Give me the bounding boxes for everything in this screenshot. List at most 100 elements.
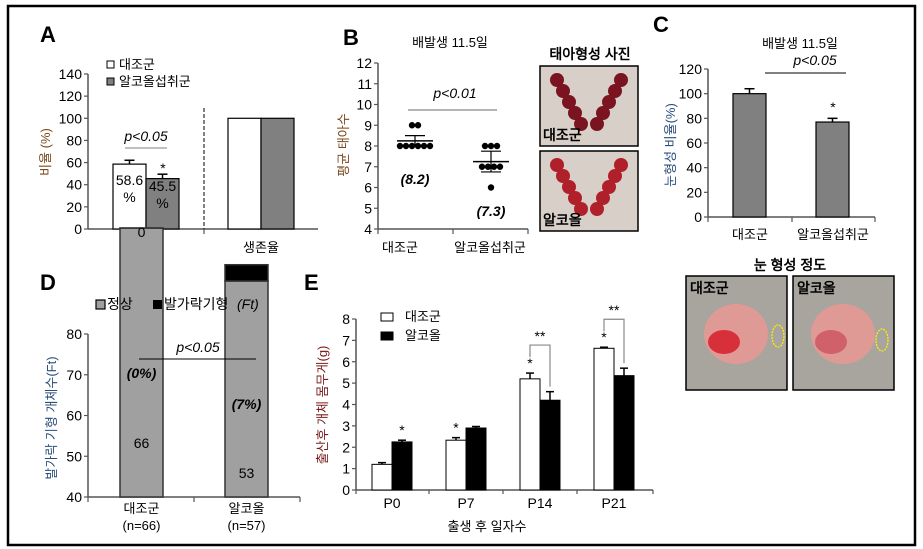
panel-e-category-label: P21 [602,495,627,511]
panel-e-category-label: P0 [383,495,400,511]
panel-b-data-point [481,142,489,150]
panel-a-bar-alcohol [260,117,295,230]
panel-b-y-tick-label: 8 [364,138,372,154]
panel-c-y-tick-label: 60 [686,135,702,151]
panel-d-y-tick-label: 70 [66,367,82,383]
panel-e-x-label: 출생 후 일자수 [448,519,527,534]
panel-e-star: * [453,420,459,436]
panel-d-bar-value: 66 [134,435,150,451]
panel-d-bar-normal [224,280,269,498]
panel-c-y-tick-label: 120 [679,61,703,77]
panel-d-y-tick-label: 40 [66,489,82,505]
panel-b-category-label: 알코올섭취군 [454,240,526,255]
panel-a-y-tick-label: 140 [59,66,83,82]
panel-e-bar-alcohol [539,399,561,491]
fetus-photo-embryo [574,202,588,216]
panel-d-percent-label: (7%) [232,396,262,412]
panel-e-y-tick-label: 7 [342,332,350,348]
panel-b-y-label: 평균 태아수 [336,113,351,176]
panel-e-y-tick-label: 4 [342,397,350,413]
panel-b-data-point [484,163,492,170]
panel-b-data-point [490,163,498,170]
panel-a-y-tick-label: 80 [66,132,82,148]
panel-d-legend-label: 정상 [107,296,133,312]
panel-e-bar-control [593,347,615,491]
panel-b-photo-title: 태아형성 사진 [549,46,630,62]
panel-d-legend-suffix: (Ft) [237,296,259,312]
eye-photo-embryo-red [708,330,740,354]
panel-e-legend-label: 대조군 [405,309,441,324]
panel-c-bar-alcohol [815,121,850,218]
panel-b-y-tick-label: 4 [364,221,372,237]
panel-d-category-label: 대조군 [124,501,160,516]
panel-e-category-label: P14 [528,495,553,511]
panel-e-y-tick-label: 8 [342,311,350,327]
panel-a-y-tick-label: 40 [66,177,82,193]
panel-e-category-label: P7 [457,495,474,511]
panel-e-y-tick-label: 2 [342,439,350,455]
panel-c-star: * [830,99,836,115]
panel-e-bar-control [371,463,393,491]
fetus-photo-embryo [556,169,570,183]
fetus-photo-embryo [602,95,616,109]
panel-d-percent-label: (0%) [127,365,157,381]
eye-photo-embryo-red [815,330,847,354]
panel-b-data-point [496,163,504,170]
panel-e-legend-swatch [380,331,394,341]
panel-d-y-tick-label: 80 [66,326,82,342]
panel-e-y-tick-label: 3 [342,418,350,434]
panel-b-data-point [487,184,495,191]
fetus-photo-embryo [568,191,582,205]
panel-d-bar-value: 53 [239,465,255,481]
panel-e-bracket [529,344,551,387]
panel-e-legend-swatch [380,312,394,322]
fetus-photo-embryo [550,73,564,87]
panel-b-data-point [426,142,434,150]
panel-d-bar-malformed [224,263,269,282]
panel-e-bar-control [445,439,467,491]
panel-e-bar-alcohol [465,427,487,491]
panel-b-mean-label: (8.2) [401,171,430,187]
panel-letter-d: D [40,270,56,295]
panel-c-y-tick-label: 100 [679,86,703,102]
panel-c-y-tick-label: 20 [686,184,702,200]
panel-a-bar-value: 58.6 [116,172,143,188]
panel-letter-e: E [304,270,319,295]
panel-e-y-tick-label: 0 [342,482,350,498]
panel-a-bar-value: % [156,195,168,211]
panel-e-bracket-stars: ** [609,302,620,318]
fetus-photo-embryo [602,180,616,194]
panel-b-y-tick-label: 10 [356,97,372,113]
panel-d-category-n: (n=57) [228,518,266,533]
fetus-photo-embryo [574,117,588,131]
panel-e-y-tick-label: 5 [342,375,350,391]
panel-a-y-tick-label: 100 [59,110,83,126]
panel-d-legend-swatch-malformed [153,300,162,309]
panel-b-y-tick-label: 6 [364,180,372,196]
panel-b-p-value: p<0.01 [432,85,476,101]
panel-b-data-point [408,122,416,129]
fetus-photo-embryo [608,84,622,98]
panel-c-y-tick-label: 40 [686,160,702,176]
panel-b-title: 배발생 11.5일 [412,35,488,50]
panel-d-y-tick-label: 60 [66,408,82,424]
panel-e-legend-label: 알코올 [405,328,441,343]
panel-a-p-value: p<0.05 [123,128,167,144]
panel-b-y-tick-label: 9 [364,117,372,133]
panel-a-legend-swatch [106,77,115,86]
panel-b-data-point [478,163,486,170]
panel-a-star: * [160,160,166,176]
panel-a-legend-label: 알코올섭취군 [119,74,191,89]
panel-c-y-tick-label: 80 [686,110,702,126]
panel-d-bar-value: 4 [243,265,251,281]
panel-d-y-label: 발가락 기형 개체수(Ft) [44,356,59,479]
panel-c-category-label: 대조군 [732,227,768,242]
fetus-photo-embryo [556,84,570,98]
panel-b-data-point [493,142,501,150]
panel-d-legend-label: 발가락기형 [164,296,228,312]
eye-photo-label: 알코올 [797,280,836,296]
panel-letter-c: C [653,12,669,37]
panel-a-y-tick-label: 20 [66,199,82,215]
panel-letter-b: B [343,25,359,50]
